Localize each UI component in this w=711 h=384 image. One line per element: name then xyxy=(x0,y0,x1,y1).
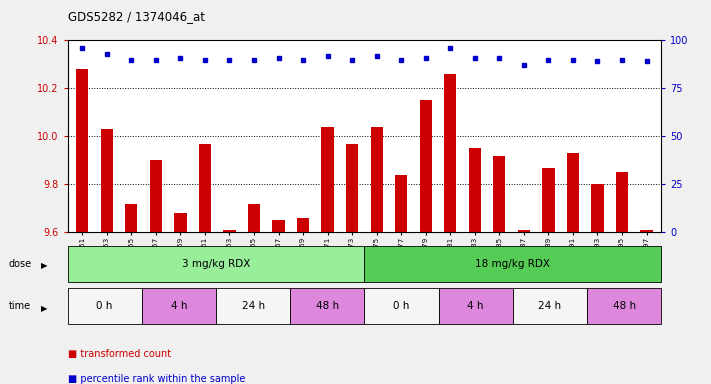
Bar xyxy=(101,129,113,232)
Text: time: time xyxy=(9,301,31,311)
Bar xyxy=(150,161,162,232)
Text: 0 h: 0 h xyxy=(393,301,410,311)
Bar xyxy=(542,167,555,232)
Bar xyxy=(616,172,628,232)
Bar xyxy=(290,288,364,324)
Bar xyxy=(469,148,481,232)
Bar xyxy=(297,218,309,232)
Bar xyxy=(513,288,587,324)
Bar xyxy=(76,69,88,232)
Bar xyxy=(444,74,456,232)
Text: 0 h: 0 h xyxy=(97,301,113,311)
Bar xyxy=(346,144,358,232)
Bar xyxy=(68,246,364,282)
Bar xyxy=(439,288,513,324)
Text: 24 h: 24 h xyxy=(538,301,562,311)
Text: dose: dose xyxy=(9,259,32,269)
Bar xyxy=(199,144,211,232)
Bar xyxy=(174,213,186,232)
Bar xyxy=(125,204,137,232)
Bar xyxy=(587,288,661,324)
Bar xyxy=(248,204,260,232)
Text: 48 h: 48 h xyxy=(613,301,636,311)
Bar xyxy=(419,100,432,232)
Text: ■ transformed count: ■ transformed count xyxy=(68,349,171,359)
Text: ▶: ▶ xyxy=(41,304,48,313)
Bar xyxy=(370,127,383,232)
Bar xyxy=(223,230,235,232)
Bar xyxy=(567,153,579,232)
Text: 4 h: 4 h xyxy=(467,301,484,311)
Text: ■ percentile rank within the sample: ■ percentile rank within the sample xyxy=(68,374,245,384)
Bar xyxy=(518,230,530,232)
Text: ▶: ▶ xyxy=(41,262,48,270)
Text: 4 h: 4 h xyxy=(171,301,187,311)
Bar xyxy=(395,175,407,232)
Text: 24 h: 24 h xyxy=(242,301,264,311)
Bar xyxy=(364,246,661,282)
Text: 18 mg/kg RDX: 18 mg/kg RDX xyxy=(476,259,550,269)
Bar xyxy=(641,230,653,232)
Bar xyxy=(272,220,284,232)
Bar xyxy=(141,288,216,324)
Text: GDS5282 / 1374046_at: GDS5282 / 1374046_at xyxy=(68,10,205,23)
Bar xyxy=(592,184,604,232)
Bar xyxy=(68,288,141,324)
Bar xyxy=(364,288,439,324)
Text: 48 h: 48 h xyxy=(316,301,339,311)
Bar xyxy=(493,156,506,232)
Bar xyxy=(321,127,333,232)
Text: 3 mg/kg RDX: 3 mg/kg RDX xyxy=(182,259,250,269)
Bar xyxy=(216,288,290,324)
